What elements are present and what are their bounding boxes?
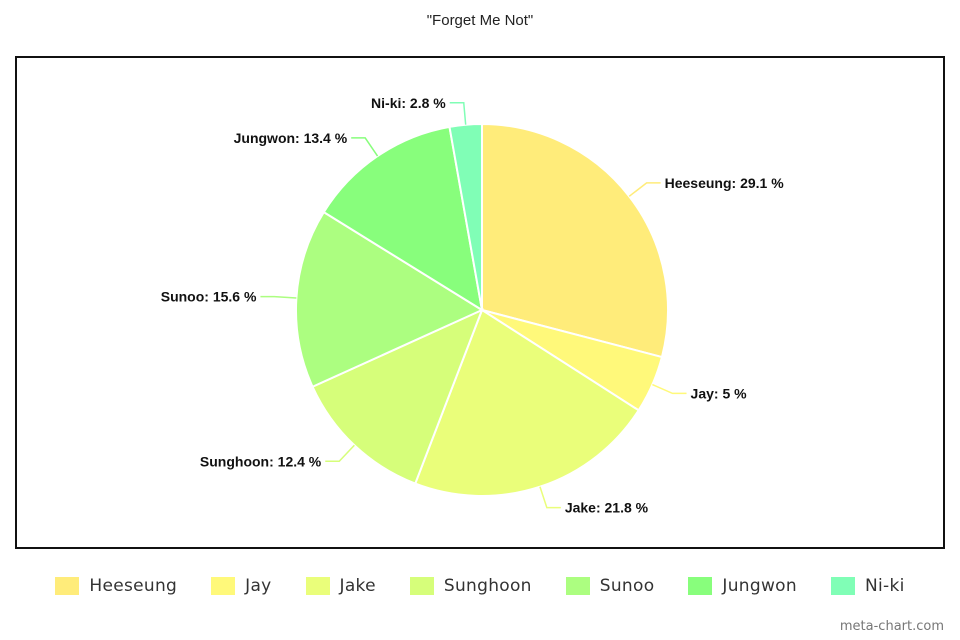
slice-label-jungwon: Jungwon: 13.4 % — [234, 130, 348, 146]
legend-swatch — [55, 577, 80, 595]
pie-slice-sunghoon — [311, 308, 484, 485]
legend-item-heeseung[interactable]: Heeseung — [55, 576, 177, 596]
slice-label-jake: Jake: 21.8 % — [565, 500, 649, 516]
legend-label: Heeseung — [89, 576, 178, 596]
legend-label: Jay — [245, 576, 272, 596]
legend-label: Jake — [339, 576, 376, 596]
chart-title: "Forget Me Not" — [426, 12, 534, 29]
legend-item-sunoo[interactable]: Sunoo — [565, 576, 655, 596]
legend-swatch — [305, 577, 330, 595]
legend-item-jake[interactable]: Jake — [305, 576, 376, 596]
legend-item-ni-ki[interactable]: Ni-ki — [830, 576, 905, 596]
leader-line-sunghoon — [325, 444, 355, 463]
leader-line-heeseung — [628, 182, 661, 197]
legend-item-sunghoon[interactable]: Sunghoon — [409, 576, 532, 596]
legend-swatch — [565, 577, 590, 595]
legend-label: Sunoo — [599, 576, 655, 596]
slice-label-sunoo: Sunoo: 15.6 % — [161, 289, 257, 305]
legend-label: Sunghoon — [443, 576, 532, 596]
leader-line-jay — [652, 383, 687, 395]
legend-label: Ni-ki — [864, 576, 905, 596]
leader-line-jungwon — [351, 137, 379, 157]
pie-slice-ni-ki — [448, 122, 483, 311]
legend-label: Jungwon — [722, 576, 797, 596]
slice-label-jay: Jay: 5 % — [691, 385, 748, 401]
legend-swatch — [409, 577, 434, 595]
watermark: meta-chart.com — [839, 619, 944, 634]
pie-slice-jake — [413, 308, 641, 497]
legend-swatch — [211, 577, 236, 595]
leader-line-sunoo — [260, 295, 297, 299]
plot-area: Heeseung: 29.1 % Jay: 5 % Jake: 21.8 % Sung… — [15, 56, 945, 549]
legend-swatch — [688, 577, 713, 595]
legend-swatch — [830, 577, 855, 595]
legend-item-jungwon[interactable]: Jungwon — [688, 576, 797, 596]
slice-label-heeseung: Heeseung: 29.1 % — [665, 175, 785, 191]
pie-chart: Heeseung: 29.1 % Jay: 5 % Jake: 21.8 % Sung… — [161, 95, 785, 516]
leader-line-ni-ki — [449, 102, 467, 125]
legend: Heeseung Jay Jake Sunghoon Sunoo Jungwon Ni-ki — [0, 576, 960, 596]
pie-slice-sunoo — [295, 210, 485, 389]
legend-item-jay[interactable]: Jay — [211, 576, 271, 596]
slice-label-sunghoon: Sunghoon: 12.4 % — [200, 453, 322, 469]
slice-label-ni-ki: Ni-ki: 2.8 % — [371, 95, 446, 111]
leader-line-jake — [539, 486, 561, 509]
